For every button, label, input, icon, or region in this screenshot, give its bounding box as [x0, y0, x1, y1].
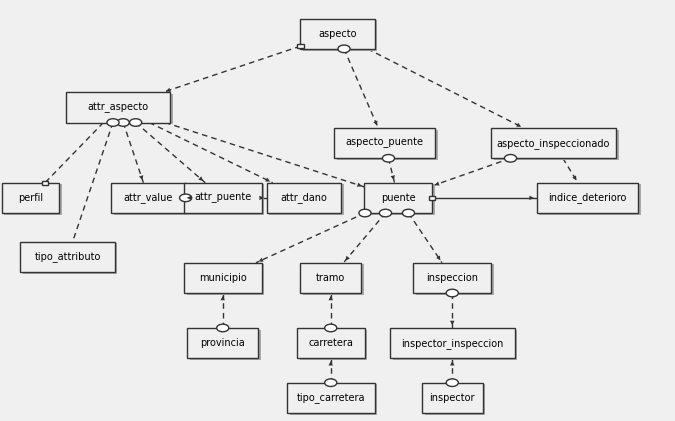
Circle shape: [446, 289, 458, 297]
Circle shape: [107, 119, 119, 126]
Text: aspecto_inspeccionado: aspecto_inspeccionado: [497, 138, 610, 149]
Circle shape: [446, 379, 458, 386]
FancyBboxPatch shape: [290, 384, 377, 415]
FancyBboxPatch shape: [190, 330, 261, 360]
FancyBboxPatch shape: [303, 264, 364, 295]
Circle shape: [130, 119, 142, 126]
Text: attr_value: attr_value: [124, 192, 173, 203]
FancyBboxPatch shape: [392, 330, 517, 360]
FancyBboxPatch shape: [188, 328, 258, 358]
FancyBboxPatch shape: [269, 184, 344, 215]
Circle shape: [359, 209, 371, 217]
Circle shape: [180, 194, 192, 202]
Text: inspector: inspector: [429, 393, 475, 403]
FancyBboxPatch shape: [1, 183, 59, 213]
Text: tipo_carretera: tipo_carretera: [296, 392, 365, 403]
Text: municipio: municipio: [199, 273, 246, 283]
Text: inspeccion: inspeccion: [426, 273, 479, 283]
Circle shape: [504, 155, 516, 162]
FancyBboxPatch shape: [23, 243, 117, 274]
FancyBboxPatch shape: [65, 92, 170, 123]
Circle shape: [338, 45, 350, 53]
FancyBboxPatch shape: [537, 183, 638, 213]
FancyBboxPatch shape: [68, 94, 173, 124]
FancyBboxPatch shape: [367, 184, 435, 215]
Text: attr_dano: attr_dano: [280, 192, 327, 203]
Circle shape: [383, 155, 395, 162]
Text: indice_deterioro: indice_deterioro: [548, 192, 626, 203]
FancyBboxPatch shape: [303, 20, 377, 51]
Text: aspecto_puente: aspecto_puente: [346, 138, 424, 148]
FancyBboxPatch shape: [337, 130, 438, 160]
FancyBboxPatch shape: [422, 383, 483, 413]
FancyBboxPatch shape: [186, 264, 264, 295]
Text: tipo_attributo: tipo_attributo: [34, 251, 101, 262]
FancyBboxPatch shape: [42, 181, 49, 185]
Text: attr_puente: attr_puente: [194, 193, 251, 203]
Circle shape: [325, 324, 337, 332]
Text: attr_aspecto: attr_aspecto: [88, 102, 148, 112]
FancyBboxPatch shape: [297, 328, 364, 358]
FancyBboxPatch shape: [4, 184, 61, 215]
Text: aspecto: aspecto: [318, 29, 357, 39]
FancyBboxPatch shape: [184, 263, 261, 293]
Circle shape: [379, 209, 391, 217]
Circle shape: [402, 209, 414, 217]
FancyBboxPatch shape: [20, 242, 115, 272]
FancyBboxPatch shape: [300, 19, 375, 49]
FancyBboxPatch shape: [287, 383, 375, 413]
FancyBboxPatch shape: [300, 263, 361, 293]
Circle shape: [325, 379, 337, 386]
FancyBboxPatch shape: [390, 328, 514, 358]
FancyBboxPatch shape: [300, 330, 367, 360]
Text: perfil: perfil: [18, 193, 43, 203]
Text: carretera: carretera: [308, 338, 353, 348]
FancyBboxPatch shape: [493, 130, 618, 160]
FancyBboxPatch shape: [186, 184, 264, 215]
FancyBboxPatch shape: [267, 183, 341, 213]
Text: puente: puente: [381, 193, 416, 203]
Text: provincia: provincia: [200, 338, 245, 348]
FancyBboxPatch shape: [114, 184, 188, 215]
FancyBboxPatch shape: [111, 183, 186, 213]
Circle shape: [117, 119, 130, 126]
FancyBboxPatch shape: [334, 128, 435, 158]
FancyBboxPatch shape: [491, 128, 616, 158]
FancyBboxPatch shape: [425, 384, 485, 415]
Circle shape: [217, 324, 229, 332]
FancyBboxPatch shape: [184, 183, 261, 213]
FancyBboxPatch shape: [364, 183, 432, 213]
FancyBboxPatch shape: [413, 263, 491, 293]
Text: inspector_inspeccion: inspector_inspeccion: [401, 338, 504, 349]
FancyBboxPatch shape: [429, 196, 435, 200]
FancyBboxPatch shape: [416, 264, 494, 295]
FancyBboxPatch shape: [297, 44, 304, 48]
Text: tramo: tramo: [316, 273, 346, 283]
FancyBboxPatch shape: [539, 184, 641, 215]
